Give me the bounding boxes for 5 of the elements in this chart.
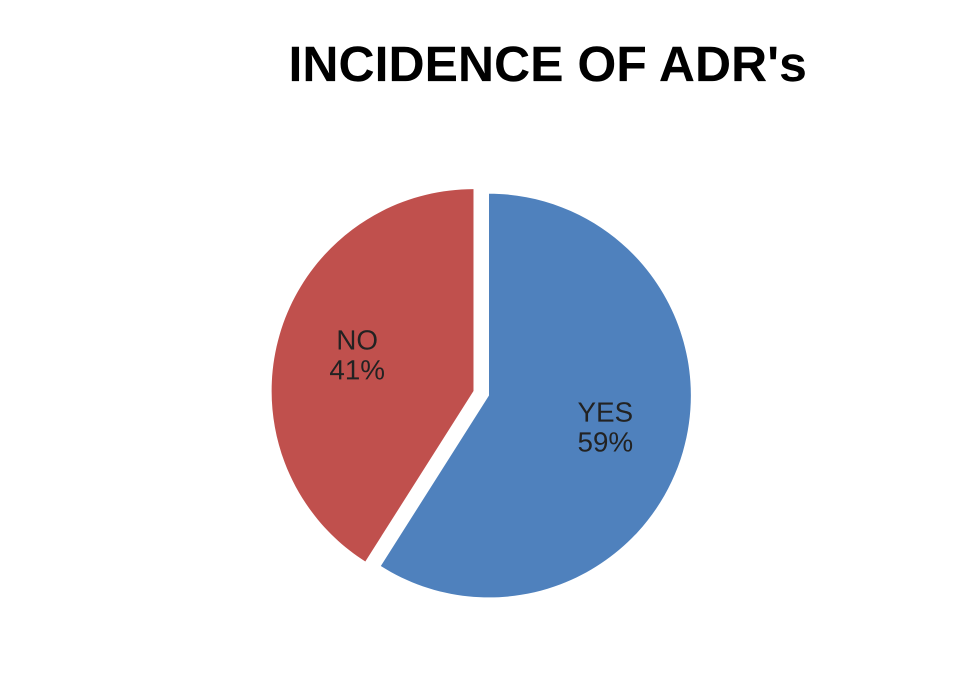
slice-label: YES (578, 402, 632, 422)
data-label: 41% (330, 360, 384, 380)
slice-label: NO (338, 330, 377, 350)
data-label: 59% (578, 432, 632, 452)
chart-title: INCIDENCE OF ADR's (292, 46, 805, 82)
